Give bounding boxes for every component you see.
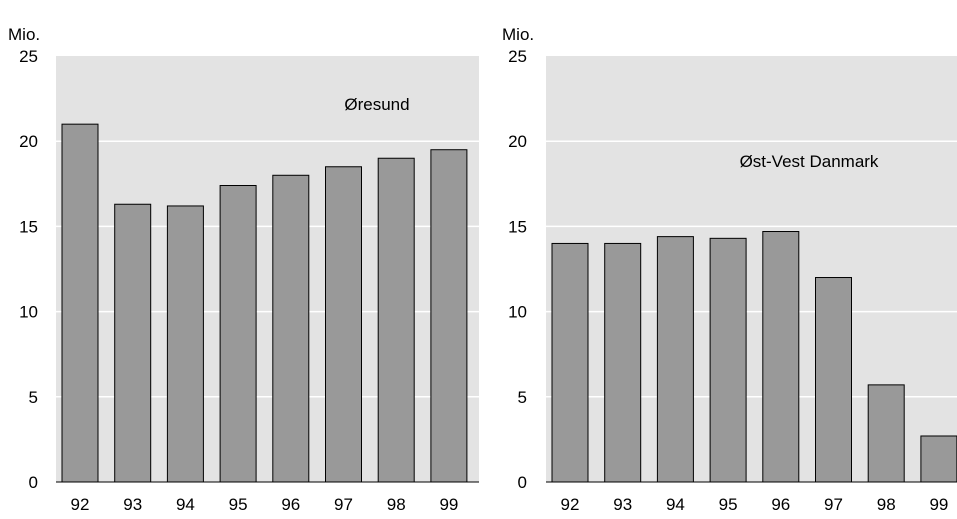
- x-tick-label: 99: [439, 495, 458, 514]
- y-tick-labels: 0 5 10 15 20 25: [508, 47, 527, 492]
- bar-97: [815, 277, 852, 483]
- y-axis-unit-label: Mio.: [502, 25, 534, 44]
- bar-94: [656, 236, 694, 483]
- bar-92: [61, 123, 99, 483]
- x-tick-label: 97: [334, 495, 353, 514]
- bar-96: [762, 231, 800, 483]
- bar-97: [325, 166, 362, 483]
- bar-93: [114, 203, 152, 483]
- x-tick-label: 98: [387, 495, 406, 514]
- y-tick-label: 5: [518, 388, 527, 407]
- y-tick-label: 5: [29, 388, 38, 407]
- y-tick-label: 20: [19, 132, 38, 151]
- bars: [551, 231, 957, 483]
- x-tick-label: 98: [877, 495, 896, 514]
- x-tick-label: 94: [666, 495, 685, 514]
- bar-99: [920, 435, 957, 483]
- bars: [61, 123, 468, 483]
- x-tick-label: 92: [71, 495, 90, 514]
- x-tick-label: 92: [561, 495, 580, 514]
- chart-title: Øresund: [344, 95, 409, 114]
- y-tick-label: 10: [508, 303, 527, 322]
- y-axis-unit-label: Mio.: [8, 25, 40, 44]
- y-tick-label: 15: [19, 217, 38, 236]
- y-tick-label: 20: [508, 132, 527, 151]
- x-tick-label: 95: [719, 495, 738, 514]
- bar-95: [709, 237, 747, 483]
- x-tick-label: 93: [613, 495, 632, 514]
- x-tick-label: 99: [929, 495, 948, 514]
- chart-ost-vest-danmark: 0 5 10 15 20 25 92 93 94 95 96 97 98 99 Mio. Øst-Ves…: [502, 25, 957, 514]
- bar-93: [604, 242, 642, 483]
- chart-title: Øst-Vest Danmark: [740, 152, 879, 171]
- y-tick-label: 25: [19, 47, 38, 66]
- x-tick-labels: 92 93 94 95 96 97 98 99: [561, 495, 949, 514]
- bar-92: [551, 242, 589, 483]
- x-tick-label: 93: [123, 495, 142, 514]
- bar-96: [272, 174, 310, 483]
- chart-oresund: 0 5 10 15 20 25 92 93 94 95 96 97 98 99 Mio. Øresund: [8, 25, 479, 514]
- x-tick-label: 97: [824, 495, 843, 514]
- y-tick-label: 0: [29, 473, 38, 492]
- y-tick-label: 25: [508, 47, 527, 66]
- y-tick-label: 0: [518, 473, 527, 492]
- x-tick-label: 96: [771, 495, 790, 514]
- x-tick-label: 94: [176, 495, 195, 514]
- bar-99: [430, 149, 468, 483]
- bar-94: [166, 205, 204, 483]
- x-tick-label: 96: [281, 495, 300, 514]
- y-tick-label: 15: [508, 217, 527, 236]
- y-tick-label: 10: [19, 303, 38, 322]
- y-tick-labels: 0 5 10 15 20 25: [19, 47, 38, 492]
- x-tick-label: 95: [229, 495, 248, 514]
- bar-95: [219, 185, 257, 483]
- x-tick-labels: 92 93 94 95 96 97 98 99: [71, 495, 459, 514]
- bar-98: [867, 384, 905, 483]
- bar-98: [377, 157, 415, 483]
